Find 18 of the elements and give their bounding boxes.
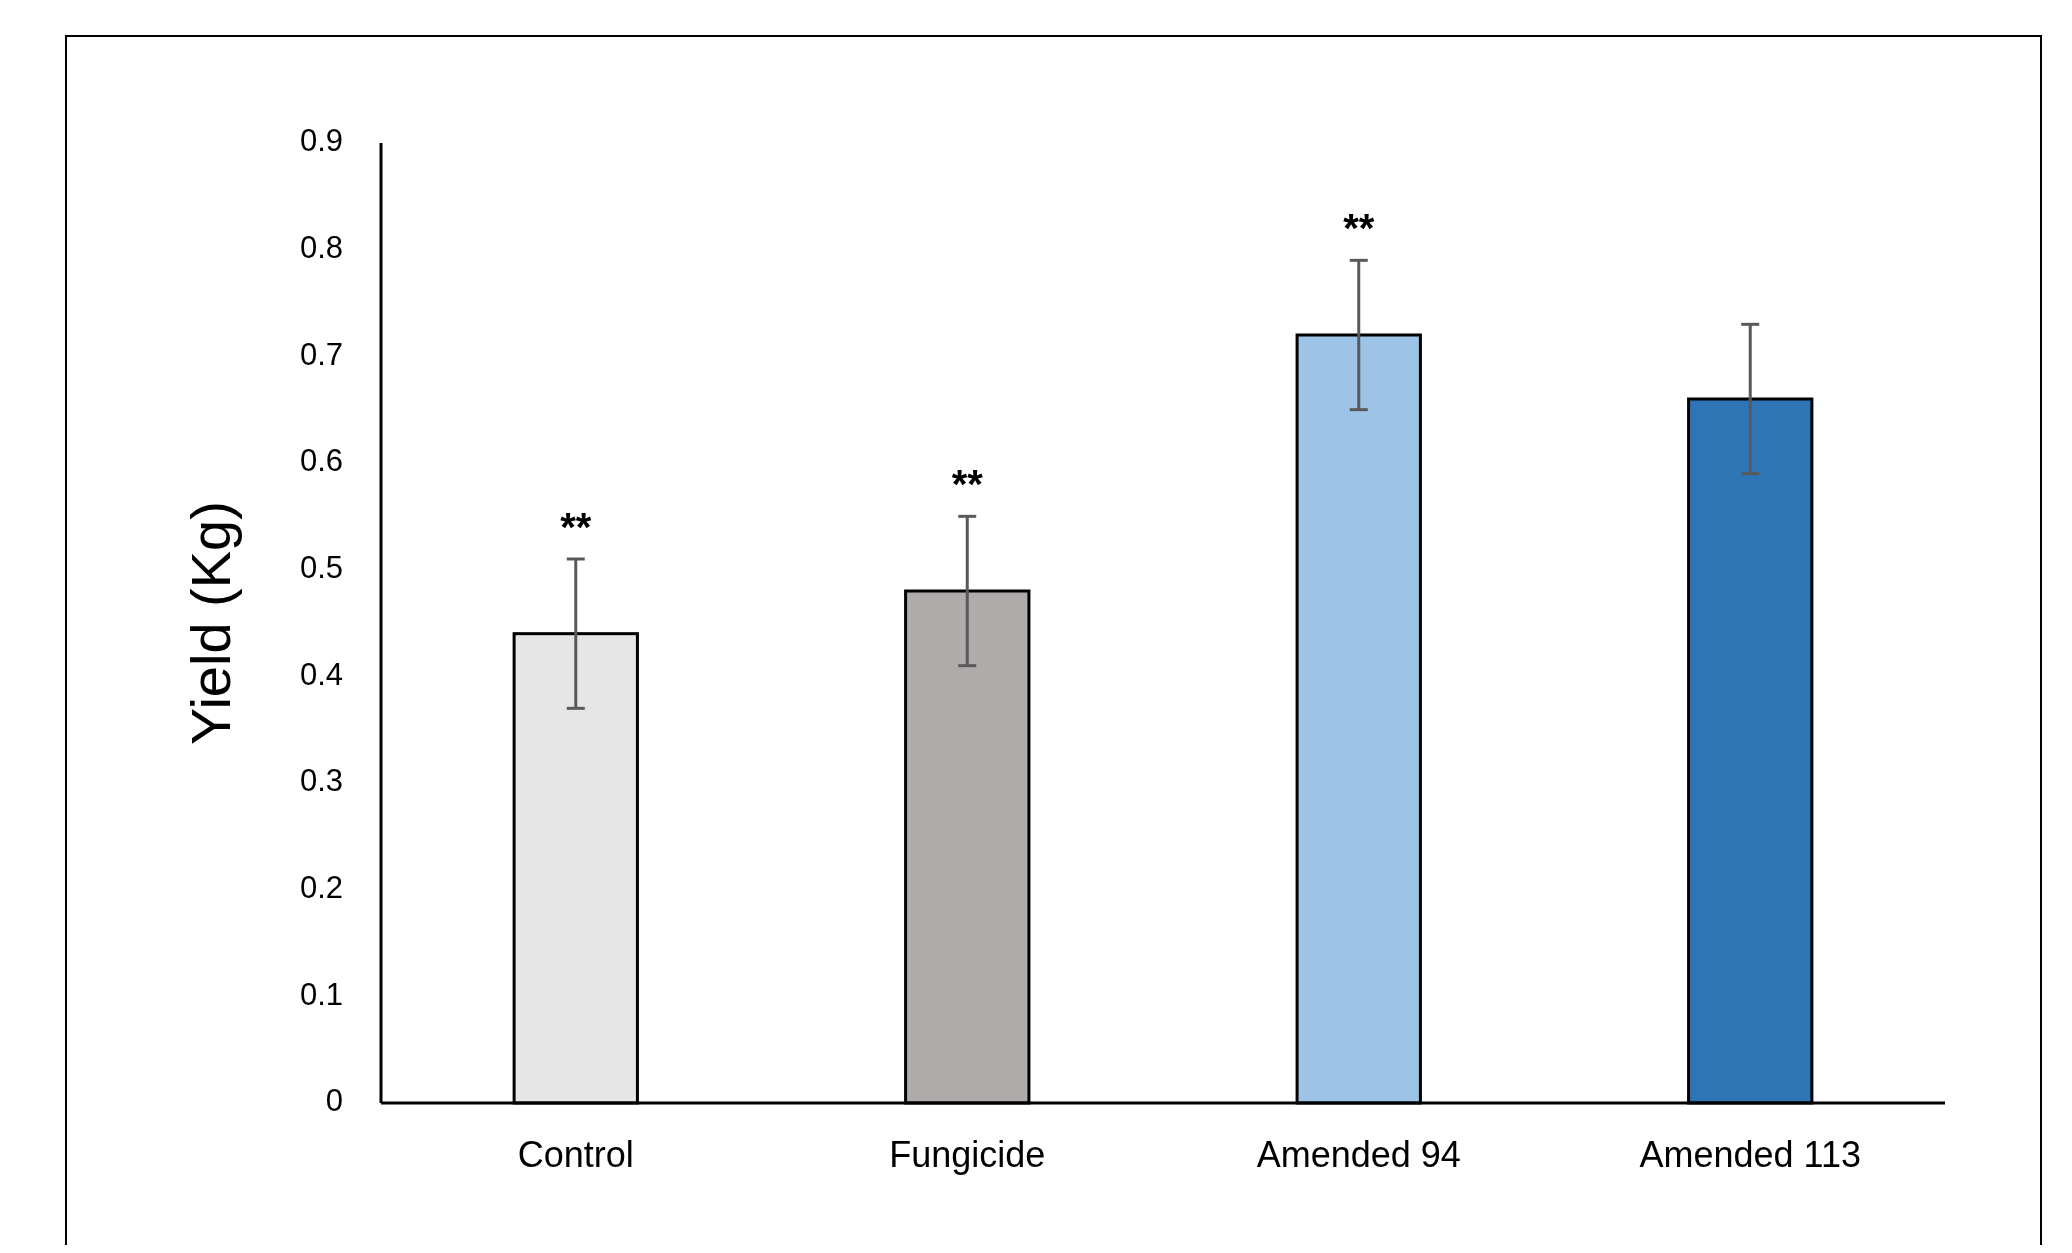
x-tick-label: Fungicide bbox=[889, 1134, 1046, 1175]
y-tick-label: 0.3 bbox=[299, 763, 343, 799]
y-tick-label: 0.1 bbox=[299, 976, 343, 1012]
annotation: ** bbox=[951, 462, 984, 507]
y-tick-label: 0.6 bbox=[299, 443, 343, 479]
y-tick-label: 0.9 bbox=[299, 123, 343, 159]
x-tick-label: Amended 94 bbox=[1256, 1134, 1461, 1175]
annotation: ** bbox=[560, 505, 592, 549]
y-axis-title: Yield (Kg) bbox=[179, 501, 242, 745]
annotation: ** bbox=[1343, 206, 1375, 251]
y-tick-label: 0 bbox=[325, 1083, 343, 1119]
x-tick-label: Amended 113 bbox=[1639, 1134, 1861, 1175]
y-tick-label: 0.8 bbox=[299, 229, 343, 265]
y-tick-label: 0.7 bbox=[299, 336, 343, 372]
y-tick-label: 0.4 bbox=[299, 656, 343, 692]
y-tick-label: 0.5 bbox=[299, 549, 343, 585]
y-tick-label: 0.2 bbox=[299, 869, 343, 905]
x-tick-label: Control bbox=[517, 1134, 634, 1175]
